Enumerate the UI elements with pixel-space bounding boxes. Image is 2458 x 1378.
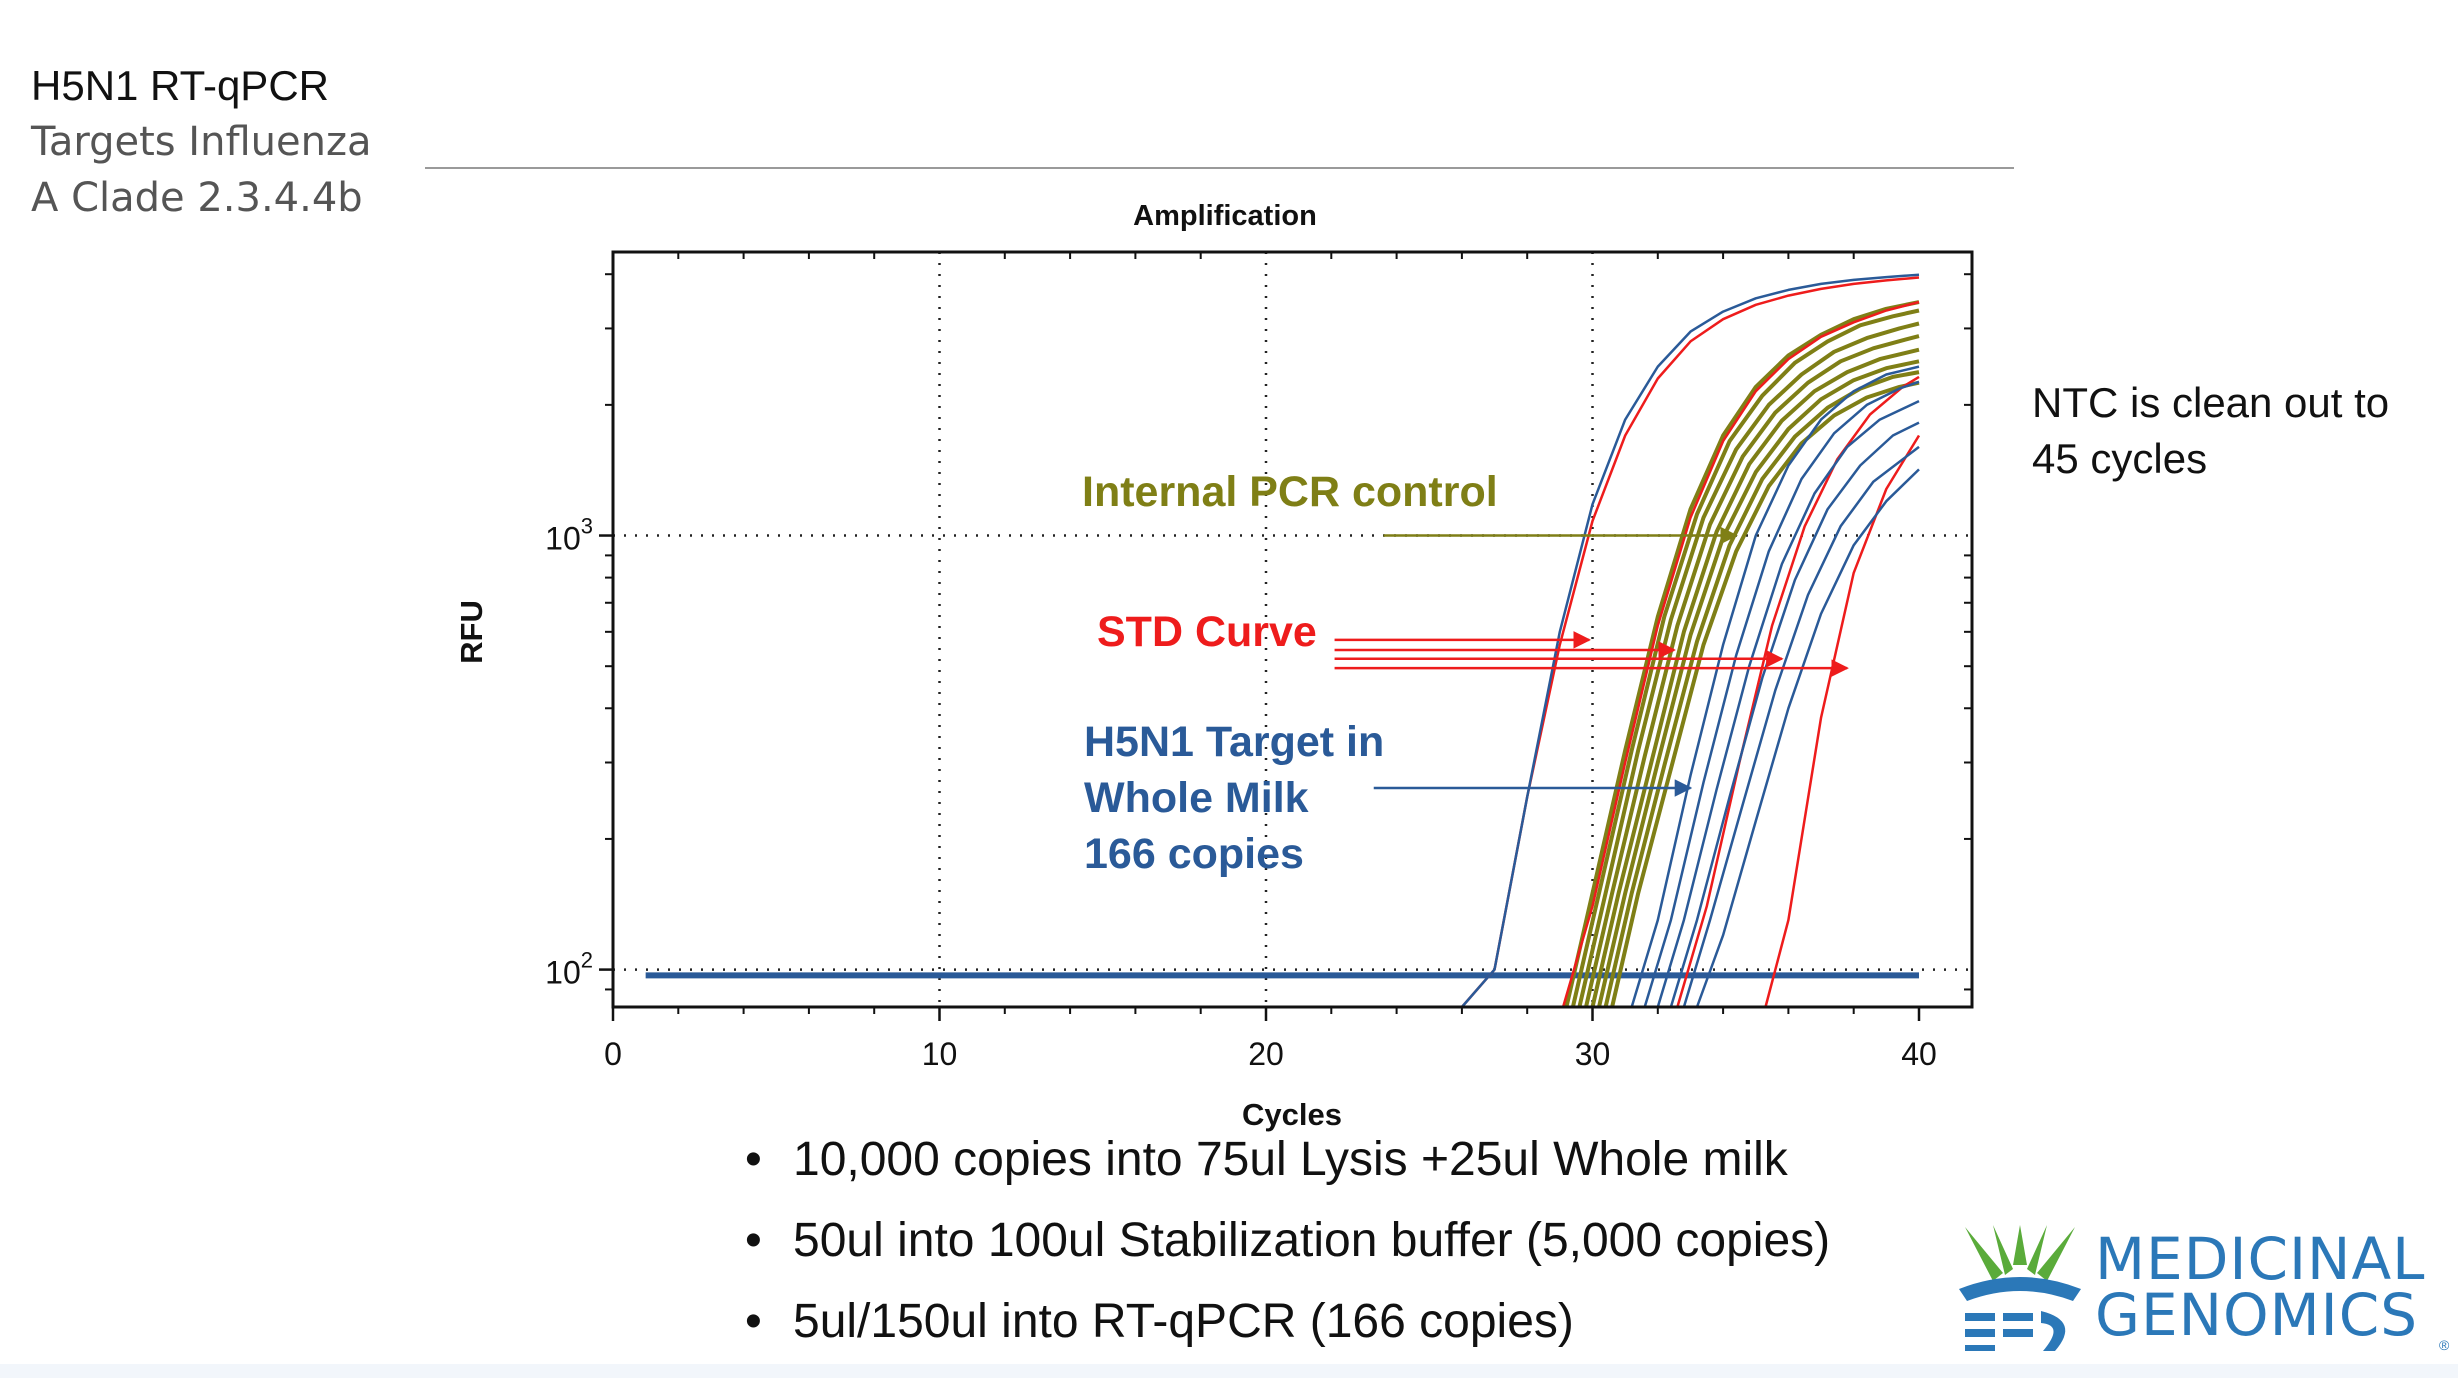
series-std_curve-curve bbox=[1561, 300, 1920, 1008]
series-target-curve bbox=[1643, 380, 1920, 1008]
chart-title: Amplification bbox=[1133, 200, 1317, 232]
x-tick-label: 40 bbox=[1901, 1036, 1937, 1072]
series-internal_control-curve bbox=[1603, 370, 1920, 1008]
slide-subtitle-line2: A Clade 2.3.4.4b bbox=[31, 175, 363, 221]
annotation-std-curve: STD Curve bbox=[1097, 608, 1317, 656]
annotation-target-line2: Whole Milk bbox=[1084, 774, 1309, 822]
slide-subtitle-line1: Targets Influenza bbox=[31, 119, 372, 165]
protocol-bullets: 10,000 copies into 75ul Lysis +25ul Whol… bbox=[745, 1130, 1830, 1373]
ntc-note: NTC is clean out to 45 cycles bbox=[2032, 379, 2390, 482]
medicinal-genomics-logo: MEDICINAL GENOMICS ® bbox=[1955, 1225, 2455, 1353]
annotation-target-line1: H5N1 Target in bbox=[1084, 718, 1384, 766]
series-internal_control-curve bbox=[1597, 359, 1920, 1008]
logo-mark-icon bbox=[1959, 1225, 2081, 1351]
bullet-item: 50ul into 100ul Stabilization buffer (5,… bbox=[745, 1211, 1830, 1292]
y-tick-label: 103 bbox=[545, 514, 593, 557]
header-divider bbox=[425, 167, 2014, 169]
y-axis-label: RFU bbox=[454, 600, 489, 664]
series-target-curve bbox=[1682, 445, 1920, 1008]
footer-band bbox=[0, 1364, 2458, 1378]
x-tick-label: 30 bbox=[1575, 1036, 1611, 1072]
title-block: H5N1 RT-qPCR Targets Influenza A Clade 2… bbox=[31, 58, 371, 226]
series-target-curve bbox=[1695, 468, 1920, 1008]
plot-frame bbox=[611, 250, 1974, 1009]
series-internal_control-curve bbox=[1564, 300, 1920, 1008]
bullet-item: 10,000 copies into 75ul Lysis +25ul Whol… bbox=[745, 1130, 1830, 1211]
slide-title: H5N1 RT-qPCR bbox=[31, 62, 329, 109]
series-target-curve bbox=[1669, 421, 1920, 1008]
series-target-curve bbox=[1656, 399, 1920, 1008]
series-internal_control-curve bbox=[1610, 380, 1920, 1008]
x-tick-label: 10 bbox=[922, 1036, 958, 1072]
logo-line2: GENOMICS bbox=[2095, 1281, 2419, 1349]
series-std_curve-curve bbox=[1676, 375, 1920, 1008]
series-target-curve bbox=[1460, 273, 1920, 1008]
series-std_curve-curve bbox=[1764, 434, 1921, 1008]
x-axis-label: Cycles bbox=[1242, 1097, 1342, 1132]
series-target-curve bbox=[1630, 365, 1920, 1008]
series-internal_control-curve bbox=[1584, 334, 1920, 1008]
logo-registered-mark: ® bbox=[2439, 1337, 2450, 1353]
series-internal_control-curve bbox=[1590, 347, 1920, 1008]
bullet-item: 5ul/150ul into RT-qPCR (166 copies) bbox=[745, 1292, 1830, 1373]
x-tick-label: 0 bbox=[604, 1036, 622, 1072]
y-tick-label: 102 bbox=[545, 948, 593, 991]
logo-wordmark: MEDICINAL GENOMICS bbox=[2095, 1225, 2426, 1349]
logo-line1: MEDICINAL bbox=[2095, 1225, 2426, 1293]
series-internal_control-curve bbox=[1577, 321, 1920, 1008]
annotation-internal-pcr-control: Internal PCR control bbox=[1082, 468, 1498, 516]
annotation-target-line3: 166 copies bbox=[1084, 830, 1304, 878]
series-internal_control-curve bbox=[1570, 308, 1920, 1008]
x-tick-label: 20 bbox=[1248, 1036, 1284, 1072]
